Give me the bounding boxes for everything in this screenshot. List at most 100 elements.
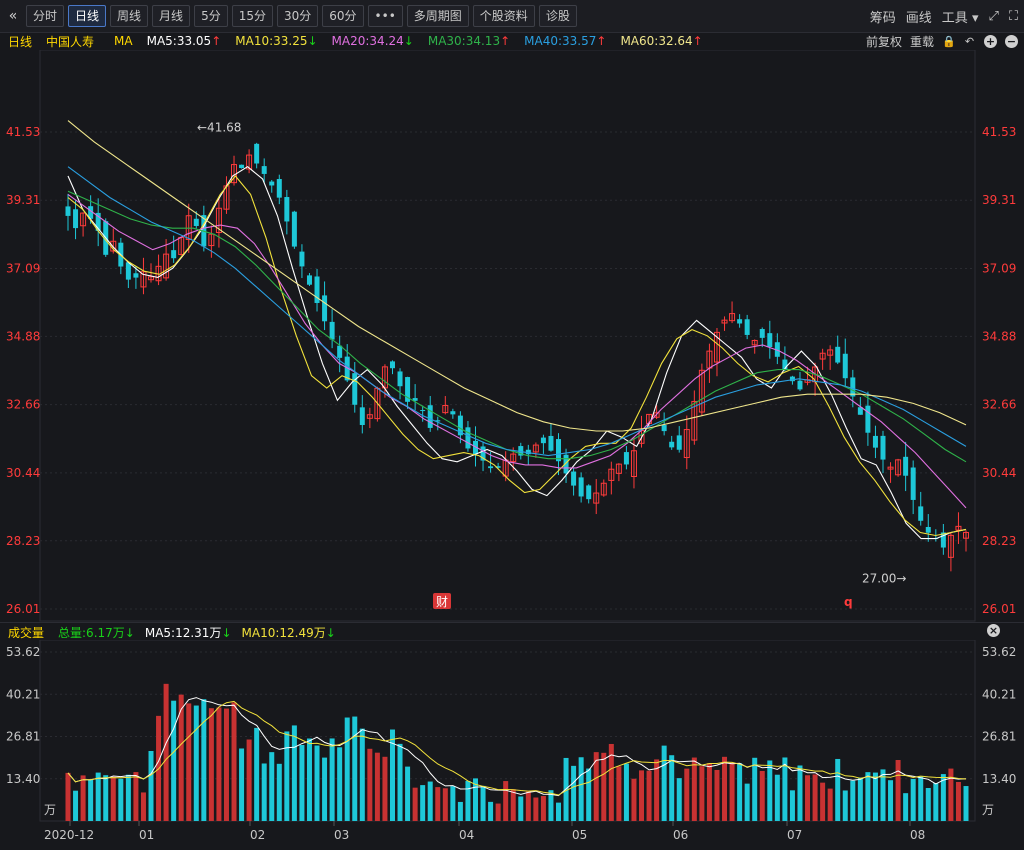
- candle-body: [412, 398, 418, 401]
- candle-body: [291, 211, 297, 247]
- volume-bar: [95, 772, 101, 821]
- candle-body: [208, 233, 215, 247]
- y-tick-left: 26.01: [6, 602, 40, 616]
- candle-body: [540, 437, 546, 444]
- arrow-up-icon: ↑: [692, 34, 703, 48]
- draw-button[interactable]: 画线: [905, 10, 932, 26]
- candle-body: [895, 459, 902, 476]
- candle-body: [737, 319, 743, 324]
- reload-button[interactable]: 重载: [909, 34, 934, 49]
- price-legend: 日线 中国人寿 MA MA5:33.05↑ MA10:33.25↓ MA20:34.…: [0, 32, 1024, 50]
- candle-body: [729, 313, 736, 322]
- volume-bar: [133, 772, 139, 821]
- zoom-in-icon[interactable]: +: [984, 34, 997, 48]
- period-buttons: « 分时 日线 周线 月线 5分 15分 30分 60分 ••• 多周期图 个股资料 诊股: [0, 5, 577, 27]
- close-volume-icon[interactable]: ×: [987, 624, 1000, 637]
- period-button-2[interactable]: 周线: [110, 5, 149, 27]
- volume-bar: [472, 778, 478, 821]
- y-tick-left: 41.53: [6, 125, 40, 139]
- period-button-0[interactable]: 分时: [26, 5, 65, 27]
- volume-bar: [140, 792, 146, 821]
- q-badge: q: [844, 595, 853, 609]
- volume-bar: [888, 780, 894, 821]
- volume-bar: [450, 786, 456, 821]
- volume-chart[interactable]: 53.62 53.62 40.21 40.21 26.81 26.81 13.40 13.40…: [0, 640, 1024, 848]
- period-button-3[interactable]: 月线: [152, 5, 191, 27]
- volume-bar: [291, 725, 297, 821]
- collapse-icon[interactable]: «: [8, 8, 18, 24]
- volume-bar: [767, 760, 773, 821]
- volume-bar: [231, 702, 237, 821]
- candle-body: [239, 164, 245, 169]
- volume-bar: [276, 763, 282, 821]
- volume-bar: [239, 748, 245, 821]
- candle-body: [322, 295, 328, 322]
- fullscreen-icon[interactable]: ⛶: [1008, 8, 1018, 24]
- tools-menu[interactable]: 工具 ▾: [942, 7, 979, 26]
- period-button-10[interactable]: 个股资料: [472, 5, 535, 27]
- candle-body: [329, 321, 335, 340]
- arrow-up-icon: ↑: [596, 34, 607, 48]
- period-button-6[interactable]: 30分: [276, 5, 319, 27]
- volume-bar: [691, 757, 697, 821]
- ma-label: MA: [114, 34, 133, 48]
- candle-body: [691, 400, 698, 441]
- candle-body: [185, 215, 192, 240]
- candle-body: [593, 492, 600, 504]
- volume-bar: [593, 752, 599, 821]
- candle-body: [698, 369, 705, 413]
- volume-bar: [427, 781, 433, 821]
- y-tick-right: 28.23: [982, 534, 1016, 548]
- period-button-9[interactable]: 多周期图: [406, 5, 469, 27]
- candle-body: [442, 404, 449, 414]
- lock-icon[interactable]: 🔒: [942, 34, 956, 48]
- stock-name: 中国人寿: [46, 34, 95, 49]
- candlestick-chart[interactable]: 41.53 41.53 39.31 39.31 37.09 37.09 34.88 34.88…: [0, 50, 1024, 622]
- volume-bar: [835, 758, 841, 821]
- volume-bar: [322, 757, 328, 821]
- volume-bar: [850, 780, 856, 821]
- period-button-5[interactable]: 15分: [231, 5, 273, 27]
- volume-total-text: 总量:6.17万: [58, 625, 125, 640]
- candle-body: [721, 319, 728, 324]
- candle-body: [548, 435, 554, 451]
- y-tick-left: 30.44: [6, 466, 40, 480]
- expand-icon[interactable]: ⤢: [988, 8, 999, 24]
- candle-body: [420, 410, 426, 412]
- volume-bar: [842, 790, 848, 821]
- volume-bar: [608, 743, 614, 821]
- candle-body: [563, 454, 569, 474]
- ma-item-2: MA20:34.24↓: [332, 34, 414, 48]
- volume-bar: [540, 796, 546, 821]
- legend-right: 前复权 重载 🔒 ↶ + −: [866, 32, 1018, 50]
- volume-bar: [171, 700, 177, 821]
- period-button-7[interactable]: 60分: [322, 5, 364, 27]
- zoom-out-icon[interactable]: −: [1005, 34, 1018, 48]
- candle-body: [630, 450, 637, 478]
- candle-body: [352, 373, 358, 405]
- undo-icon[interactable]: ↶: [964, 34, 975, 48]
- candle-body: [615, 463, 622, 474]
- volume-bar: [382, 756, 388, 821]
- toolbar-right: 筹码 画线 工具 ▾ ⤢ ⛶: [870, 0, 1018, 32]
- vol-y-tick-left: 40.21: [6, 687, 40, 701]
- period-button-4[interactable]: 5分: [194, 5, 228, 27]
- chips-button[interactable]: 筹码: [869, 10, 896, 26]
- volume-bar: [88, 779, 94, 821]
- candle-body: [963, 531, 969, 539]
- volume-bar: [457, 801, 463, 821]
- candle-body: [842, 353, 848, 379]
- period-button-1[interactable]: 日线: [68, 5, 107, 27]
- period-button-8[interactable]: •••: [367, 5, 403, 27]
- arrow-down-icon: ↓: [307, 34, 318, 48]
- vol-y-tick-right: 万: [982, 803, 994, 817]
- candle-body: [940, 532, 946, 548]
- volume-bar: [103, 775, 109, 821]
- period-button-11[interactable]: 诊股: [538, 5, 577, 27]
- y-tick-right: 32.66: [982, 398, 1016, 412]
- volume-bar: [669, 755, 675, 821]
- volume-bar: [729, 763, 735, 821]
- candle-body: [789, 376, 795, 382]
- adjust-button[interactable]: 前复权: [865, 34, 902, 49]
- volume-bar: [465, 780, 471, 821]
